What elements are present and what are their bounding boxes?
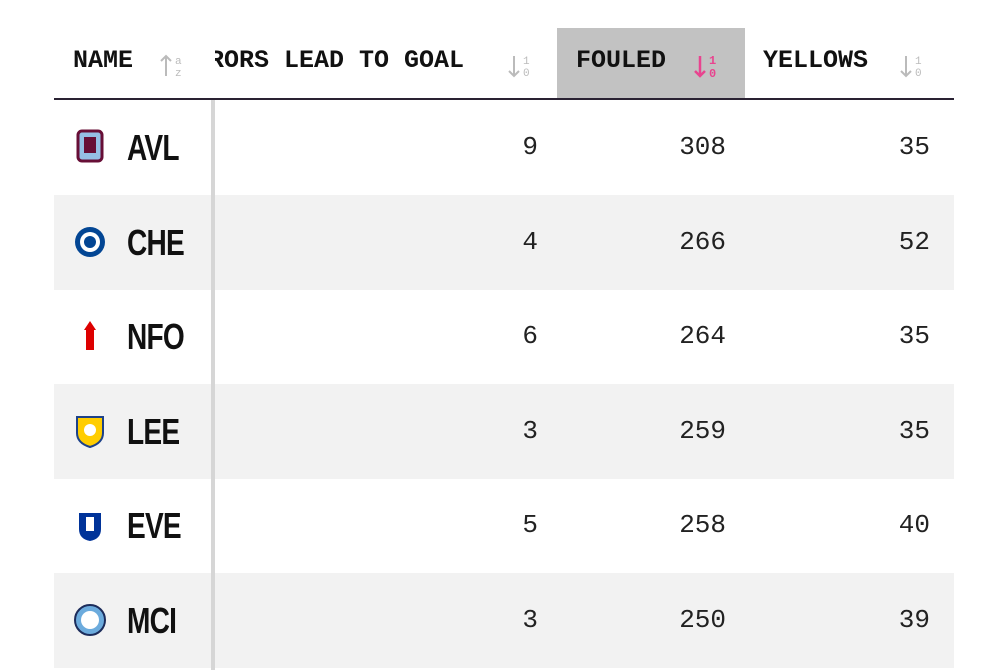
svg-text:a: a — [175, 56, 182, 68]
team-name: LEE — [127, 410, 180, 452]
svg-text:0: 0 — [709, 67, 716, 80]
cell-value: 266 — [679, 226, 726, 257]
svg-text:z: z — [175, 68, 182, 80]
table-row[interactable] — [54, 383, 954, 479]
svg-text:1: 1 — [915, 56, 922, 68]
cell-value: 9 — [522, 132, 538, 162]
team-name: NFO — [127, 316, 185, 358]
team-crest — [74, 318, 106, 354]
cell-value: 5 — [522, 510, 538, 541]
table-row[interactable] — [54, 573, 954, 668]
sticky-divider — [211, 100, 215, 670]
team-name: AVL — [127, 127, 180, 168]
cell-value: 258 — [679, 510, 726, 541]
team-crest — [74, 129, 106, 165]
cell-value: 35 — [898, 321, 930, 352]
team-name: EVE — [127, 505, 182, 547]
cell-value: 264 — [679, 321, 726, 352]
column-header[interactable]: YELLOWS — [763, 46, 869, 75]
team-name: MCI — [127, 600, 177, 641]
sort-icon: 1 0 — [508, 56, 530, 80]
team-crest — [74, 224, 106, 260]
fouled-header-bg — [557, 28, 745, 99]
header-clip: RORS LEAD TO GOAL — [215, 28, 505, 99]
team-crest — [74, 602, 106, 638]
svg-text:1: 1 — [709, 54, 716, 68]
cell-value: 40 — [898, 510, 930, 541]
cell-value: 250 — [679, 605, 726, 635]
cell-value: 3 — [522, 605, 538, 635]
column-header[interactable]: RORS LEAD TO GOAL — [215, 46, 465, 75]
cell-value: 52 — [898, 226, 930, 257]
svg-text:1: 1 — [523, 56, 530, 68]
svg-text:0: 0 — [915, 68, 922, 80]
cell-value: 259 — [679, 415, 726, 446]
sort-icon-active: 1 0 — [694, 54, 716, 80]
sort-icon: 1 0 — [900, 56, 922, 80]
sort-icon: a z — [160, 54, 182, 80]
team-name: CHE — [127, 221, 185, 263]
cell-value: 308 — [679, 132, 726, 162]
cell-value: 35 — [898, 132, 930, 162]
svg-text:0: 0 — [523, 68, 530, 80]
header-border — [54, 98, 954, 100]
table-row[interactable] — [54, 194, 954, 290]
cell-value: 35 — [898, 415, 930, 446]
team-crest — [74, 413, 106, 449]
column-header[interactable]: FOULED — [576, 46, 667, 75]
cell-value: 6 — [522, 321, 538, 352]
cell-value: 4 — [522, 226, 538, 257]
team-crest — [74, 507, 106, 543]
cell-value: 3 — [522, 415, 538, 446]
cell-value: 39 — [898, 605, 930, 635]
column-header[interactable]: NAME — [73, 46, 134, 75]
